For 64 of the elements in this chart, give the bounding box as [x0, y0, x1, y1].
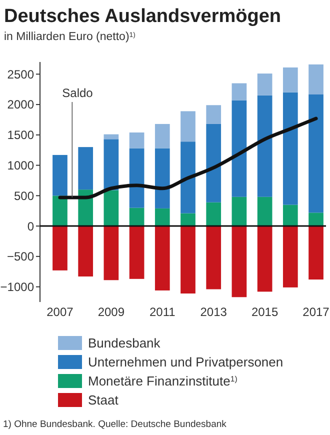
x-tick-label: 2007 — [46, 305, 74, 319]
bar — [180, 111, 196, 142]
chart-title: Deutsches Auslandsvermögen — [4, 6, 281, 27]
y-tick-label: 1500 — [7, 128, 34, 142]
bar — [129, 132, 144, 148]
bar — [232, 196, 247, 226]
bar — [257, 226, 272, 292]
bar — [257, 74, 272, 96]
bar — [154, 226, 170, 290]
x-tick-label: 2013 — [200, 305, 228, 319]
legend-label: Unternehmen und Privatpersonen — [88, 354, 284, 370]
bar — [282, 226, 298, 288]
bar — [78, 147, 94, 190]
bar — [206, 226, 222, 290]
bar — [52, 196, 68, 226]
bar — [154, 208, 170, 226]
bar — [257, 95, 272, 197]
bar — [232, 83, 247, 100]
bar — [154, 148, 170, 208]
chart-subtitle: in Milliarden Euro (netto)$^{1)}$ — [4, 31, 136, 43]
bar — [52, 154, 68, 196]
line-series — [58, 116, 318, 200]
bar — [52, 226, 68, 270]
bar — [154, 124, 170, 148]
y-tick-label: 1000 — [7, 158, 34, 172]
y-tick-label: −1000 — [0, 280, 34, 294]
bar — [257, 196, 272, 226]
x-tick-label: 2009 — [98, 305, 125, 319]
bar — [232, 100, 247, 197]
bar — [104, 134, 119, 140]
x-tick-label: 2017 — [302, 305, 330, 319]
x-tick-label: 2011 — [149, 305, 176, 319]
bar — [308, 212, 324, 226]
y-tick-label: 0 — [27, 219, 34, 234]
x-tick-label: 2015 — [251, 305, 278, 319]
bar — [129, 226, 144, 279]
bar — [206, 105, 222, 124]
text: Saldo — [62, 86, 94, 100]
bar — [282, 67, 298, 92]
bar — [180, 213, 196, 226]
bar — [282, 204, 298, 226]
y-tick-label: 2500 — [7, 67, 34, 82]
bar — [104, 139, 119, 190]
legend-label: Monetäre Finanzinstitute$^{1)}$ — [88, 374, 238, 388]
bar — [104, 226, 119, 280]
y-tick-label: −500 — [6, 250, 34, 264]
bar — [180, 226, 196, 294]
bar — [104, 190, 119, 226]
bar — [282, 92, 298, 205]
legend-label: Staat — [88, 392, 119, 408]
bar — [78, 226, 94, 276]
bar — [180, 142, 196, 214]
bar — [308, 94, 324, 213]
bar — [308, 64, 324, 94]
bar — [129, 148, 144, 208]
bar — [129, 208, 144, 226]
y-tick-label: 500 — [14, 188, 34, 203]
y-tick-label: 2000 — [7, 98, 34, 112]
bar — [206, 124, 222, 202]
bar — [206, 202, 222, 226]
bar — [308, 226, 324, 280]
text: 1) Ohne Bundesbank. Quelle: Deutsche Bundesbank — [3, 419, 227, 430]
legend-label: Bundesbank — [88, 336, 161, 350]
bar — [232, 226, 247, 298]
